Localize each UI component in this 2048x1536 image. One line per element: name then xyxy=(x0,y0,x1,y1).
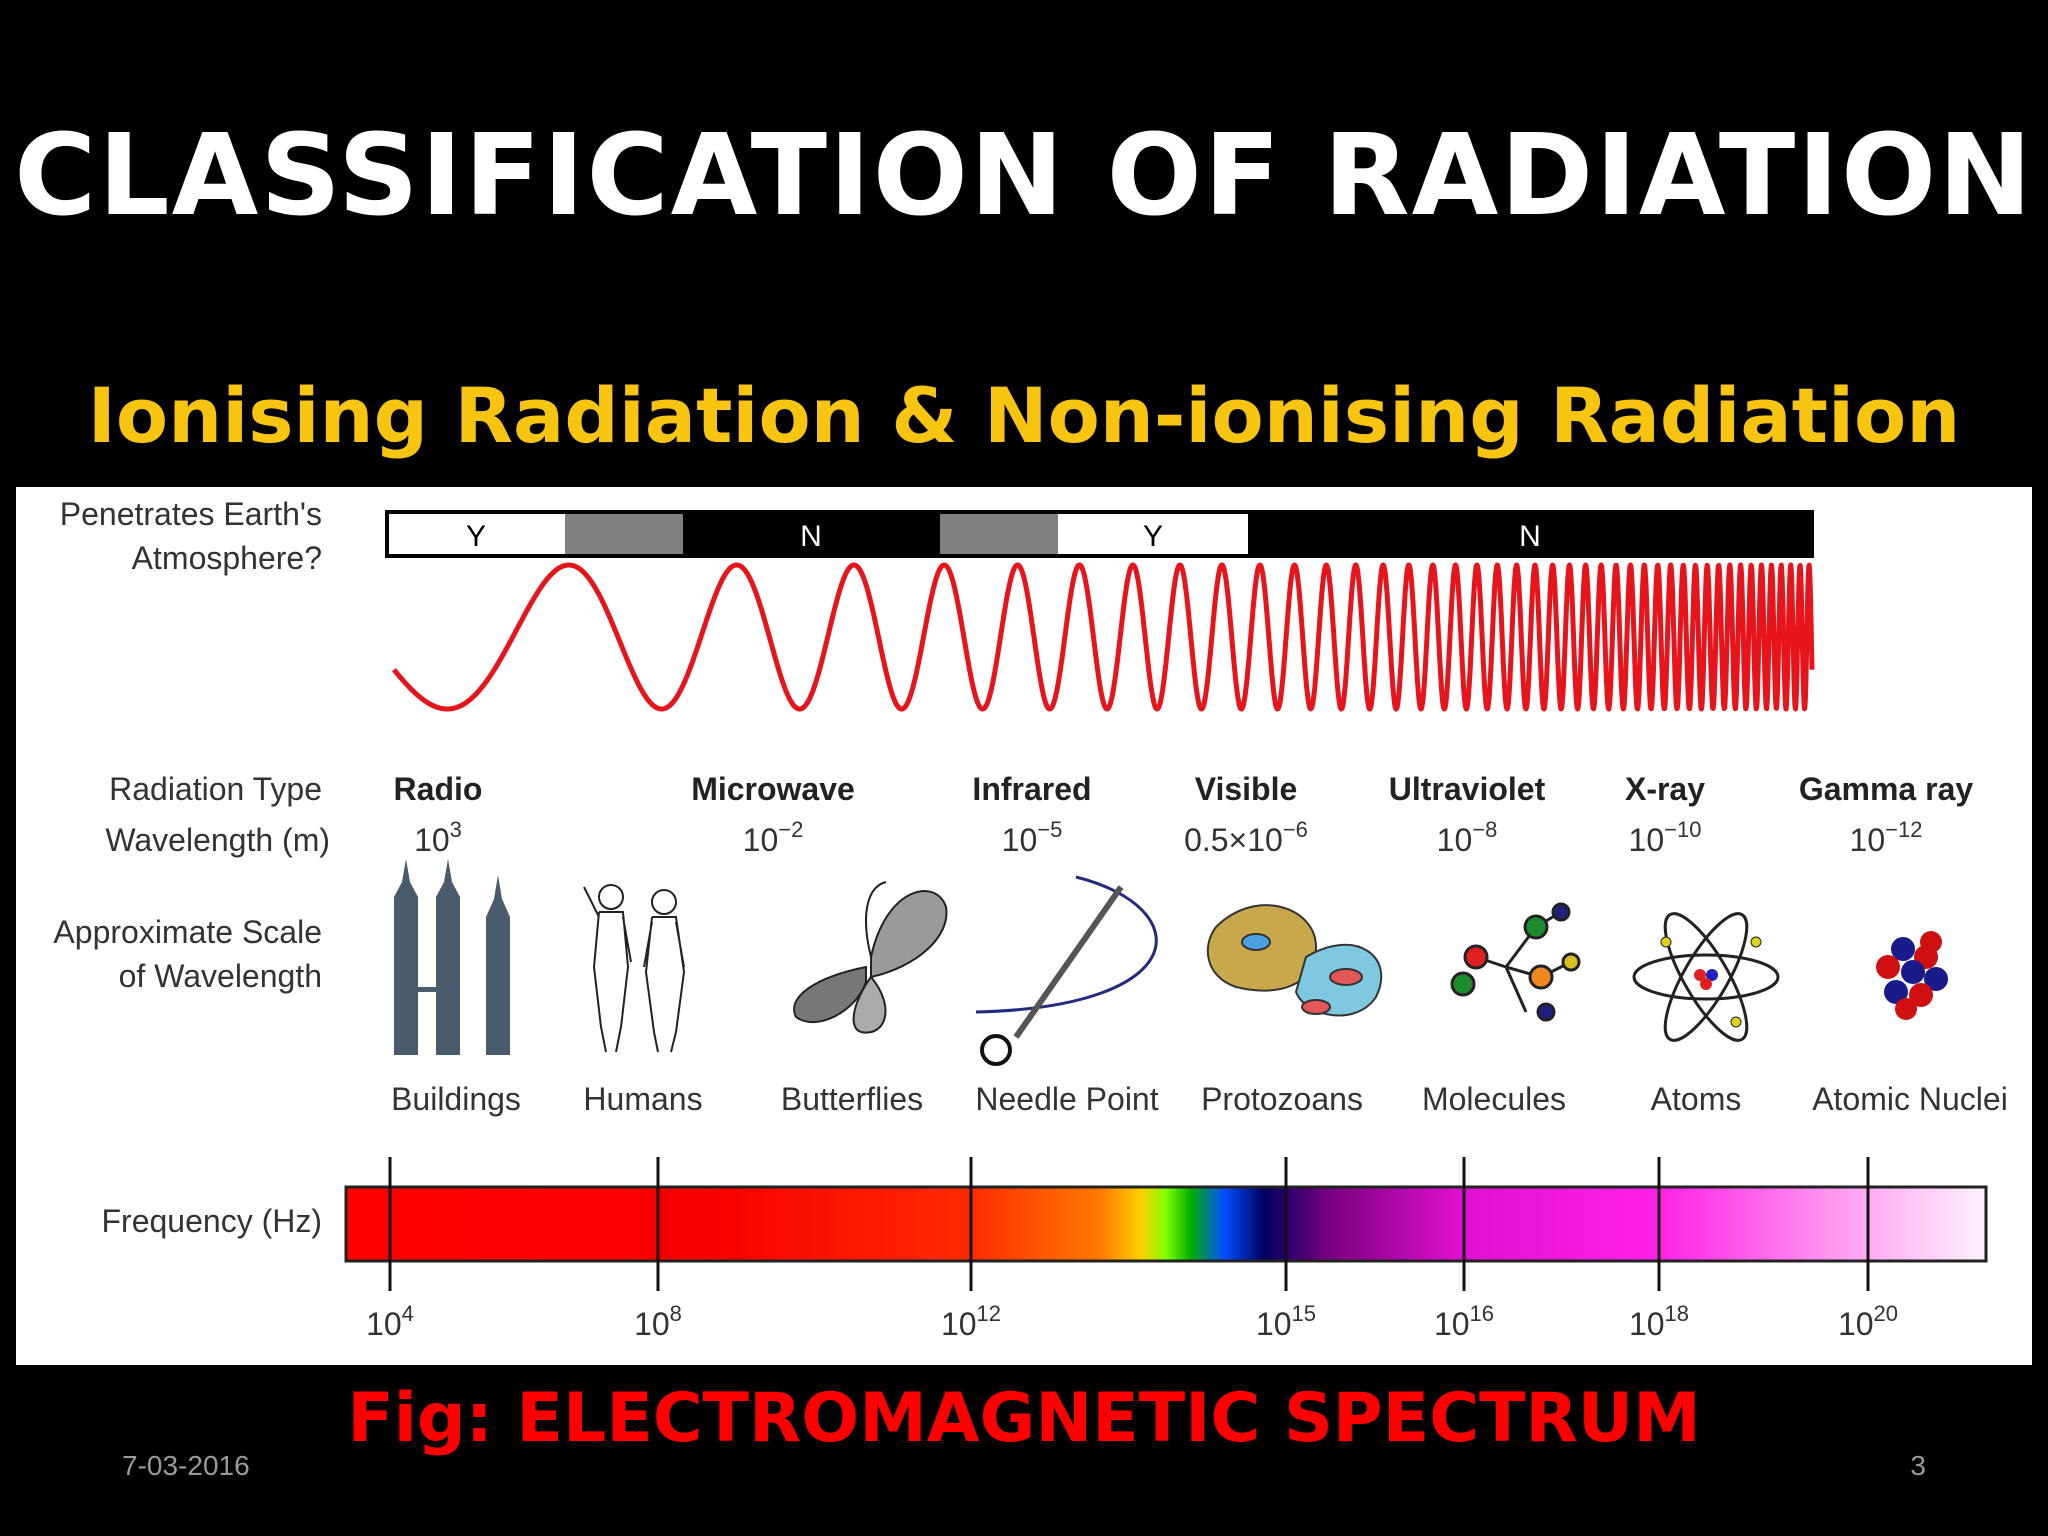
radiation-type-infrared: Infrared xyxy=(972,771,1091,807)
atmo-segment-3 xyxy=(940,512,1058,556)
nucleus-icon xyxy=(1876,931,1948,1020)
freq-tick-label: 1020 xyxy=(1838,1301,1898,1342)
atmo-segment-0 xyxy=(387,512,565,556)
atmosphere-label: Atmosphere? xyxy=(132,540,322,576)
atmo-segment-5 xyxy=(1248,512,1812,556)
atmo-segment-4 xyxy=(1058,512,1248,556)
radiation-type-label: Radiation Type xyxy=(109,771,322,807)
wavelength-microwave: 10−2 xyxy=(743,817,804,858)
figure-caption: Fig: ELECTROMAGNETIC SPECTRUM xyxy=(347,1379,1701,1458)
atmo-segment-2 xyxy=(683,512,940,556)
em-spectrum-figure: Penetrates Earth's Atmosphere? Radiation… xyxy=(16,487,2032,1365)
wavelength-values: 103 10−2 10−5 0.5×10−6 10−8 10−10 10−12 xyxy=(414,817,1922,858)
wavelength-gamma: 10−12 xyxy=(1850,817,1923,858)
radiation-type-gamma: Gamma ray xyxy=(1799,771,1974,807)
freq-tick-label: 108 xyxy=(634,1301,682,1342)
wavelength-ultraviolet: 10−8 xyxy=(1437,817,1498,858)
wavelength-radio: 103 xyxy=(414,817,462,858)
em-wave xyxy=(392,562,1815,712)
frequency-ticks xyxy=(388,1157,1870,1291)
freq-tick-label: 104 xyxy=(366,1301,414,1342)
scale-label-needle-point: Needle Point xyxy=(975,1081,1158,1117)
penetrates-label: Penetrates Earth's xyxy=(60,496,322,532)
atmo-segment-1 xyxy=(565,512,683,556)
scale-label-line2: of Wavelength xyxy=(119,958,322,994)
atmosphere-bar: Y N Y N xyxy=(385,510,1814,558)
slide-title: CLASSIFICATION OF RADIATION xyxy=(14,111,2034,241)
molecule-icon xyxy=(1450,902,1581,1022)
atom-icon xyxy=(1632,912,1780,1042)
humans-icon xyxy=(583,884,686,1053)
freq-tick-label: 1018 xyxy=(1629,1301,1689,1342)
scale-label-atoms: Atoms xyxy=(1651,1081,1742,1117)
em-spectrum-diagram: Penetrates Earth's Atmosphere? Radiation… xyxy=(53,496,2008,1342)
scale-label: Approximate Scale xyxy=(53,914,322,950)
freq-tick-label: 1016 xyxy=(1434,1301,1494,1342)
radiation-type-microwave: Microwave xyxy=(691,771,855,807)
radiation-type-xray: X-ray xyxy=(1625,771,1705,807)
scale-label-atomic-nuclei: Atomic Nuclei xyxy=(1812,1081,2008,1117)
atmo-segment-label: Y xyxy=(1143,520,1163,553)
radiation-type-ultraviolet: Ultraviolet xyxy=(1389,771,1546,807)
radiation-type-visible: Visible xyxy=(1195,771,1298,807)
freq-tick-label: 1012 xyxy=(941,1301,1001,1342)
atmo-segment-label: N xyxy=(800,520,822,553)
scale-label-molecules: Molecules xyxy=(1422,1081,1566,1117)
needle-icon xyxy=(975,875,1158,1066)
slide-date: 7-03-2016 xyxy=(122,1450,250,1481)
wavelength-label: Wavelength (m) xyxy=(105,822,330,858)
slide-subtitle: Ionising Radiation & Non-ionising Radiat… xyxy=(87,371,1961,460)
frequency-bar xyxy=(344,1185,1988,1263)
scale-label-butterflies: Butterflies xyxy=(781,1081,923,1117)
wavelength-visible: 0.5×10−6 xyxy=(1184,817,1308,858)
atmo-segment-label: N xyxy=(1519,520,1541,553)
radiation-types: Radio Microwave Infrared Visible Ultravi… xyxy=(394,771,1974,807)
frequency-tick-labels: 104 108 1012 1015 1016 1018 1020 xyxy=(366,1301,1898,1342)
scale-label-buildings: Buildings xyxy=(391,1081,521,1117)
wavelength-infrared: 10−5 xyxy=(1002,817,1063,858)
atmo-segment-label: Y xyxy=(466,520,486,553)
freq-tick-label: 1015 xyxy=(1256,1301,1316,1342)
protozoan-icon xyxy=(1206,904,1383,1017)
frequency-label: Frequency (Hz) xyxy=(102,1203,323,1239)
butterfly-icon xyxy=(793,881,948,1034)
buildings-icon xyxy=(394,859,510,1055)
wavelength-xray: 10−10 xyxy=(1629,817,1702,858)
slide-page-number: 3 xyxy=(1910,1450,1926,1481)
scale-labels: Buildings Humans Butterflies Needle Poin… xyxy=(391,1081,2008,1117)
radiation-type-radio: Radio xyxy=(394,771,483,807)
scale-label-protozoans: Protozoans xyxy=(1201,1081,1363,1117)
scale-label-humans: Humans xyxy=(583,1081,702,1117)
